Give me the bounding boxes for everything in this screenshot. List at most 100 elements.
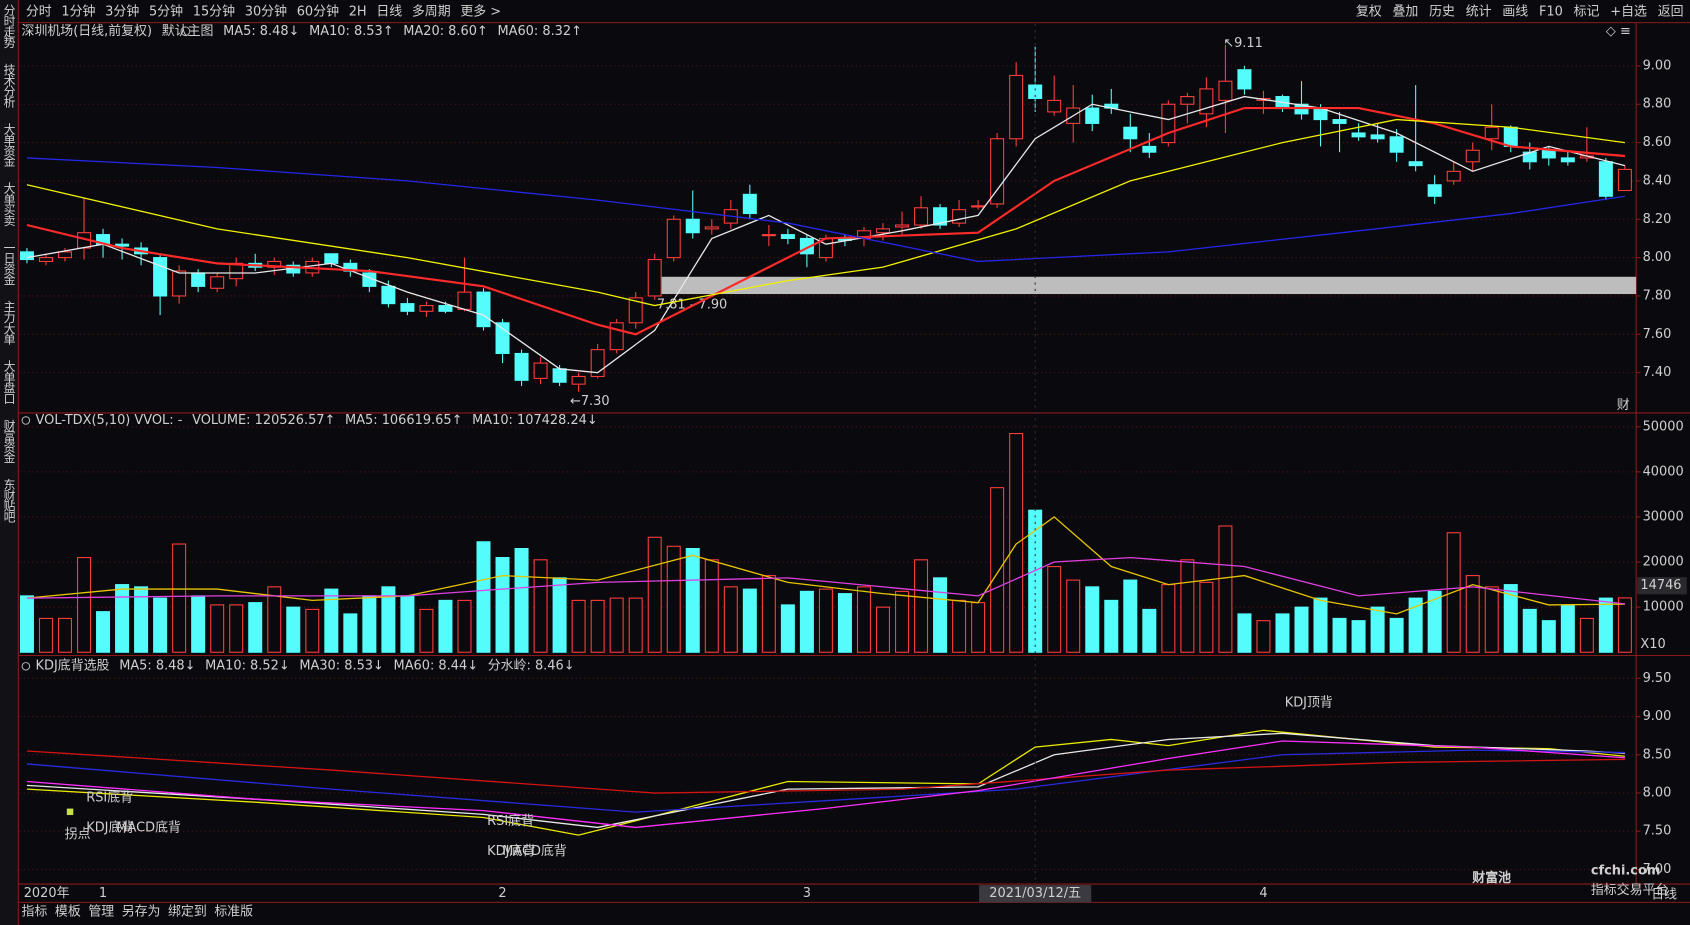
volume-bar (343, 613, 358, 653)
candle-body (780, 234, 795, 239)
period-tab[interactable]: 1分钟 (61, 3, 95, 19)
vol-icon (21, 416, 31, 425)
candle-body (990, 138, 1005, 205)
period-label: 日线 (1651, 887, 1677, 902)
volume-bar (856, 586, 871, 653)
line-series (26, 95, 1626, 374)
volume-bar (990, 487, 1005, 653)
volume-bar (666, 545, 681, 653)
line-series (26, 750, 1625, 794)
candle-body (1123, 126, 1138, 140)
candle-body (457, 291, 472, 310)
candle-body (952, 209, 967, 224)
bottom-tab[interactable]: 另存为 (122, 905, 161, 920)
x-tick-label: 1 (99, 886, 107, 901)
tool-button[interactable]: 画线 (1502, 4, 1528, 19)
candle-body (1047, 99, 1062, 113)
candle-body (1218, 80, 1233, 101)
period-tab[interactable]: 更多 > (460, 4, 501, 19)
period-tab[interactable]: 分时 (26, 4, 52, 19)
volume-bar (552, 577, 567, 653)
volume-bar (229, 604, 244, 653)
sidebar-tab[interactable]: 主力大单 (2, 300, 16, 345)
candle-body (875, 228, 890, 234)
period-tab[interactable]: 30分钟 (245, 3, 287, 19)
watermark-brand: 财富池 (1472, 870, 1511, 886)
volume-bar (1066, 579, 1081, 653)
candle-body (1427, 184, 1442, 197)
signal-label: KDJ顶背 (1285, 695, 1333, 710)
volume-bar (115, 584, 130, 653)
volume-bar (248, 602, 263, 653)
candle-body (666, 218, 681, 259)
volume-bar (723, 586, 738, 653)
bottom-tab[interactable]: 模板 (55, 905, 81, 920)
sidebar-tab[interactable]: 财富资金 (2, 419, 16, 463)
period-tab[interactable]: 多周期 (412, 4, 451, 19)
candle-body (1028, 84, 1043, 100)
sidebar (0, 0, 19, 925)
tool-button[interactable]: 标记 (1574, 4, 1600, 19)
signal-label: KDJ底背 (86, 819, 134, 835)
y-tick-label: 50000 (1643, 419, 1684, 434)
legend-entry: MA5: 8.48↓ (119, 659, 195, 674)
tool-button[interactable]: F10 (1539, 4, 1563, 19)
panel-title: VOL-TDX(5,10) VVOL: - (36, 413, 183, 428)
sidebar-tab[interactable]: 东财贴吧 (2, 479, 16, 523)
bottom-tab[interactable]: 管理 (88, 905, 114, 920)
candle-body (1503, 126, 1518, 147)
sidebar-tab[interactable]: 技术分析 (2, 64, 16, 109)
period-tab[interactable]: 60分钟 (297, 3, 339, 19)
settings-icon[interactable]: ◇ ≡ (1606, 24, 1631, 39)
tool-button[interactable]: 返回 (1658, 4, 1684, 19)
candle-body (210, 276, 225, 289)
tool-button[interactable]: +自选 (1610, 4, 1647, 19)
y-tick-label: 10000 (1643, 600, 1684, 615)
panel-title: 深圳机场(日线,前复权) (22, 23, 152, 39)
y-tick-label: 8.40 (1643, 173, 1672, 188)
x-tick-label: 4 (1259, 886, 1267, 901)
x-tick-label: 3 (803, 886, 811, 901)
candle-body (1484, 126, 1499, 140)
legend-entry: MA60: 8.44↓ (394, 659, 478, 674)
volume-bar (1047, 566, 1062, 653)
volume-bar (438, 599, 453, 653)
watermark-site: cfchi.com (1591, 864, 1660, 879)
bottom-tab[interactable]: 绑定到 (168, 905, 207, 920)
candle-body (1161, 103, 1176, 144)
y-tick-label: 7.60 (1643, 327, 1672, 342)
period-tab[interactable]: 2H (349, 4, 367, 19)
bottom-tab[interactable]: 指标 (22, 905, 48, 920)
volume-bar (1180, 559, 1195, 653)
period-tab[interactable]: 3分钟 (105, 3, 139, 19)
signal-label: RSI底背 (487, 813, 534, 829)
sidebar-tab[interactable]: 大单盘口 (2, 360, 16, 404)
tool-button[interactable]: 统计 (1466, 4, 1492, 19)
y-tick-label: 8.20 (1643, 212, 1672, 227)
period-tab[interactable]: 15分钟 (193, 3, 235, 19)
candle-body (1598, 161, 1613, 197)
period-tab[interactable]: 日线 (376, 4, 402, 19)
candle-body (1332, 119, 1347, 124)
tool-button[interactable]: 叠加 (1392, 4, 1418, 19)
candle-body (1009, 74, 1024, 140)
volume-bar (191, 595, 206, 653)
signal-dot (66, 808, 74, 816)
volume-bar (362, 595, 377, 653)
sidebar-tab[interactable]: 大单买卖 (2, 182, 16, 227)
legend-entry: MA10: 8.52↓ (205, 659, 289, 674)
main-icon (180, 26, 191, 37)
volume-bar (267, 586, 282, 653)
value-marker-box (1637, 577, 1687, 595)
candle-body (514, 352, 529, 381)
sidebar-tab[interactable]: 一日资金 (2, 241, 16, 285)
period-tab[interactable]: 5分钟 (149, 3, 183, 19)
tool-button[interactable]: 历史 (1429, 4, 1455, 19)
bottom-tab[interactable]: 标准版 (214, 905, 253, 920)
sidebar-tab[interactable]: 分时走势 (2, 4, 16, 48)
panel-title: KDJ底背选股 (36, 658, 110, 674)
tool-button[interactable]: 复权 (1356, 3, 1382, 19)
sidebar-tab[interactable]: 大单资金 (2, 122, 16, 166)
signal-label: RSI底背 (86, 789, 133, 805)
volume-bar (1351, 620, 1366, 653)
